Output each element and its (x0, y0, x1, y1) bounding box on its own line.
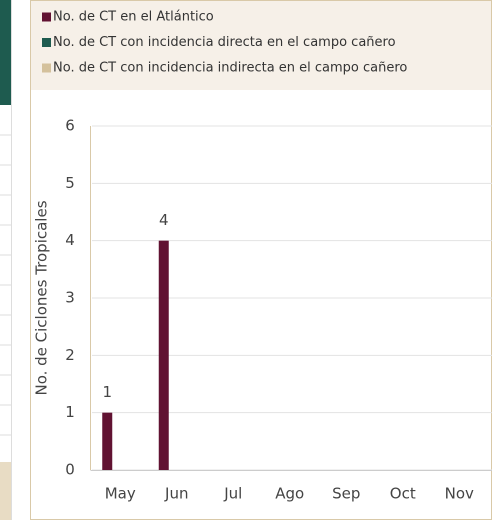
legend-swatch (42, 63, 51, 73)
data-label: 1 (102, 383, 112, 401)
bar (158, 240, 169, 470)
x-tick-label: Jun (164, 485, 188, 503)
x-tick-label: Oct (390, 485, 416, 503)
x-tick-label: Sep (332, 485, 360, 503)
y-tick-label: 3 (65, 289, 75, 307)
side-rows (0, 0, 12, 520)
legend-label: No. de CT con incidencia directa en el c… (53, 35, 396, 50)
side-header (0, 0, 12, 105)
bar (102, 412, 113, 470)
data-label: 4 (159, 211, 169, 229)
side-table (0, 0, 12, 520)
y-tick-label: 4 (65, 231, 75, 249)
legend-label: No. de CT con incidencia indirecta en el… (53, 61, 407, 76)
x-tick-label: Jul (223, 485, 242, 503)
y-axis-label: No. de Ciclones Tropicales (33, 200, 51, 395)
x-tick-label: May (105, 485, 136, 503)
y-tick-label: 1 (65, 403, 75, 421)
x-tick-label: Ago (275, 485, 304, 503)
y-tick-label: 5 (65, 174, 75, 192)
legend-label: No. de CT en el Atlántico (53, 10, 214, 25)
y-tick-label: 0 (65, 461, 75, 479)
y-tick-label: 6 (65, 117, 75, 135)
legend-swatch (42, 12, 51, 22)
legend-box (30, 0, 492, 90)
legend-swatch (42, 38, 51, 47)
side-footer (0, 462, 12, 520)
y-tick-label: 2 (65, 346, 75, 364)
x-tick-label: Nov (445, 485, 474, 503)
